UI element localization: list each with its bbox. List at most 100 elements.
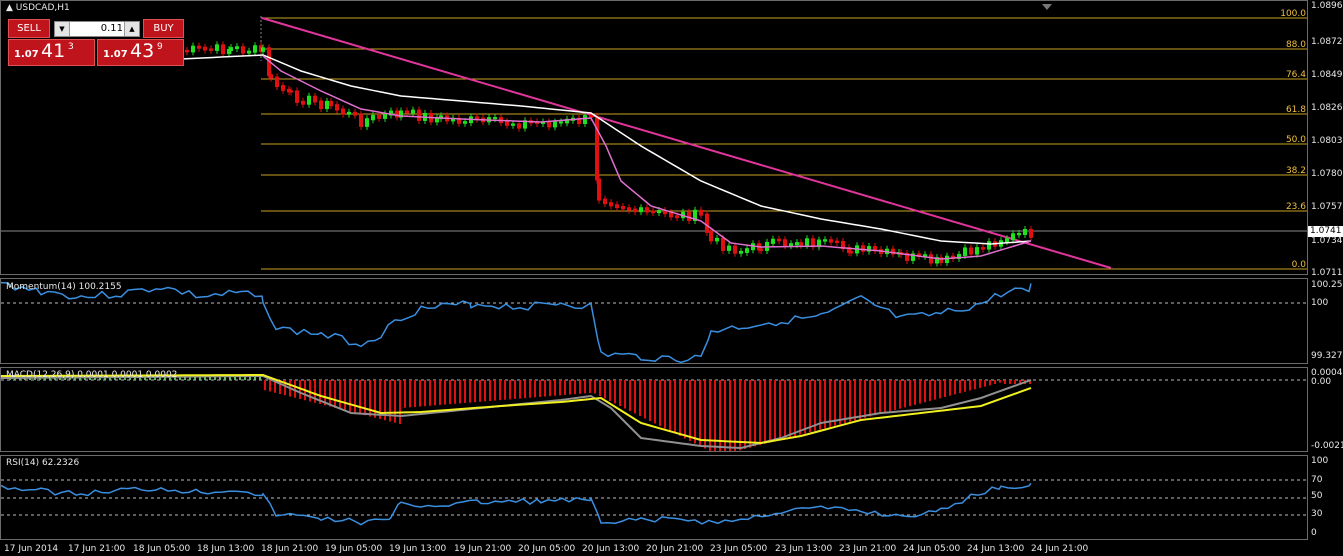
macd-hist-bar (349, 380, 351, 412)
candle-body (777, 238, 781, 242)
macd-hist-bar (964, 380, 966, 392)
macd-hist-bar (439, 380, 441, 405)
candle-body (645, 207, 649, 213)
momentum-label: 99.3274 (1311, 351, 1343, 361)
macd-hist-bar (949, 380, 951, 396)
macd-hist-bar (314, 380, 316, 403)
buy-quote[interactable]: 1.07 43 9 (97, 39, 184, 66)
macd-hist-bar (909, 380, 911, 407)
macd-hist-bar (554, 380, 556, 396)
candle-body (329, 100, 333, 107)
macd-hist-bar (914, 380, 916, 405)
momentum-pane[interactable]: Momentum(14) 100.2155 (0, 278, 1308, 364)
lot-size-input[interactable]: ▼ 0.11 ▲ (54, 21, 140, 37)
lot-increase-icon[interactable]: ▲ (124, 22, 139, 36)
candle-body (829, 239, 833, 243)
candle-body (891, 248, 895, 255)
macd-hist-bar (369, 380, 371, 417)
rsi-pane[interactable]: RSI(14) 62.2326 (0, 455, 1308, 540)
macd-hist-bar (229, 377, 231, 380)
macd-hist-bar (754, 380, 756, 447)
macd-hist-bar (124, 377, 126, 380)
candle-body (347, 111, 351, 115)
candle-body (771, 238, 775, 244)
candle-body (203, 46, 207, 51)
candle-body (699, 209, 703, 216)
macd-hist-bar (984, 380, 986, 387)
candle-body (209, 48, 213, 51)
candle-body (739, 250, 743, 254)
buy-price-prefix: 1.07 (103, 49, 128, 60)
macd-hist-bar (139, 377, 141, 380)
candle-body (817, 239, 821, 248)
buy-button[interactable]: BUY (143, 19, 184, 38)
time-label: 23 Jun 05:00 (710, 544, 768, 554)
fib-label-0: 0.0 (1291, 260, 1306, 270)
candle-body (823, 239, 827, 242)
candle-body (935, 257, 939, 264)
candle-body (795, 242, 799, 246)
macd-hist-bar (814, 380, 816, 431)
buy-price-pips: 43 (130, 40, 155, 62)
macd-hist-bar (189, 377, 191, 380)
macd-hist-bar (719, 380, 721, 451)
candle-body (651, 210, 655, 214)
candle-body (559, 121, 563, 124)
fib-label-61: 61.8 (1285, 105, 1306, 115)
macd-hist-bar (959, 380, 961, 394)
macd-hist-bar (1029, 380, 1031, 384)
candle-body (451, 117, 455, 122)
candle-body (577, 117, 581, 125)
candle-body (981, 247, 985, 250)
macd-hist-bar (374, 380, 376, 418)
macd-hist-bar (324, 380, 326, 406)
main-chart-pane[interactable]: ▲ USDCAD,H1 100.0 88.0 76.4 61.8 50.0 38… (0, 0, 1308, 275)
macd-pane[interactable]: MACD(12,26,9) 0.0001 0.0001 0.0002 (0, 367, 1308, 452)
scroll-marker-icon[interactable] (1042, 4, 1052, 10)
macd-hist-bar (794, 380, 796, 437)
time-axis[interactable]: 17 Jun 2014 17 Jun 21:00 18 Jun 05:00 18… (0, 540, 1343, 556)
macd-hist-bar (819, 380, 821, 430)
macd-hist-bar (854, 380, 856, 421)
macd-hist-bar (649, 380, 651, 421)
rsi-axis[interactable]: 100 70 50 30 0 (1308, 455, 1343, 540)
candle-body (789, 243, 793, 247)
macd-hist-bar (774, 380, 776, 442)
candle-body (353, 111, 357, 116)
macd-hist-bar (84, 377, 86, 380)
candle-body (395, 110, 399, 118)
macd-hist-bar (614, 380, 616, 404)
time-label: 24 Jun 21:00 (1031, 544, 1089, 554)
macd-hist-bar (414, 380, 416, 407)
lot-decrease-icon[interactable]: ▼ (55, 22, 70, 36)
candle-body (215, 44, 219, 51)
candle-body (969, 247, 973, 255)
macd-axis[interactable]: 0.0004 0.00 -0.0021 (1308, 367, 1343, 452)
sell-quote[interactable]: 1.07 41 3 (8, 39, 95, 66)
momentum-axis[interactable]: 100.253 100 99.3274 (1308, 278, 1343, 364)
candle-body (939, 257, 943, 264)
macd-hist-bar (544, 380, 546, 397)
candle-body (633, 208, 637, 213)
macd-hist-bar (204, 377, 206, 380)
price-chart[interactable] (1, 1, 1307, 274)
buy-price-fraction: 9 (157, 42, 163, 52)
sell-button[interactable]: SELL (8, 19, 50, 38)
candle-body (867, 246, 871, 252)
macd-hist-bar (954, 380, 956, 395)
candle-body (307, 95, 311, 105)
macd-hist-bar (809, 380, 811, 433)
price-axis[interactable]: 1.0896 1.0872 1.0849 1.0826 1.0803 1.078… (1308, 0, 1343, 278)
candle-body (457, 117, 461, 124)
macd-hist-bar (529, 380, 531, 398)
lot-size-value[interactable]: 0.11 (100, 23, 123, 34)
time-label: 19 Jun 13:00 (389, 544, 447, 554)
macd-hist-bar (384, 380, 386, 421)
candle-body (963, 247, 967, 256)
macd-hist-bar (784, 380, 786, 439)
macd-hist-bar (104, 377, 106, 380)
collapse-arrow-icon[interactable]: ▲ (6, 3, 13, 13)
candle-body (325, 100, 329, 110)
candle-body (727, 245, 731, 251)
macd-hist-bar (169, 377, 171, 380)
